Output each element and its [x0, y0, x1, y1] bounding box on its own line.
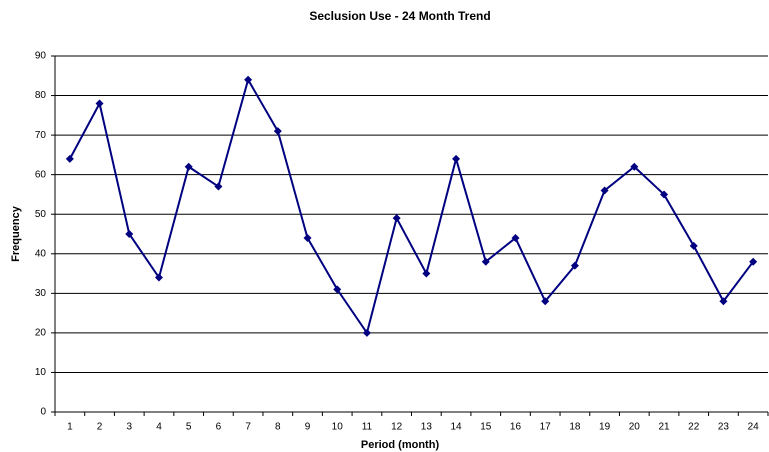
x-tick-label: 7	[245, 422, 251, 433]
marker	[570, 261, 579, 270]
y-tick-label: 60	[35, 169, 47, 180]
y-tick-label: 40	[35, 248, 47, 259]
x-tick-label: 10	[332, 422, 344, 433]
line	[68, 77, 754, 336]
marker	[65, 154, 74, 163]
marker	[125, 230, 134, 238]
marker	[689, 241, 698, 250]
x-axis-label: Period (month)	[361, 439, 440, 451]
x-tick-label: 15	[480, 422, 492, 433]
marker	[392, 214, 401, 223]
x-tick-label: 12	[391, 422, 403, 433]
x-tick-label: 19	[599, 422, 611, 433]
x-tick-label: 24	[748, 422, 760, 433]
y-tick-label: 70	[35, 130, 47, 141]
x-tick-label: 9	[305, 422, 311, 433]
marker	[273, 127, 282, 136]
x-tick-label: 17	[540, 422, 552, 433]
x-tick-label: 16	[510, 422, 522, 433]
y-tick-label: 90	[35, 51, 47, 62]
y-tick-label: 80	[35, 90, 47, 101]
marker	[95, 99, 104, 108]
chart-title: Seclusion Use - 24 Month Trend	[309, 9, 490, 23]
x-tick-label: 13	[421, 422, 433, 433]
y-tick-label: 0	[40, 407, 46, 418]
marker	[244, 75, 253, 84]
marker	[422, 269, 431, 278]
marker	[630, 162, 639, 171]
marker	[452, 154, 461, 163]
marker	[600, 186, 609, 195]
x-tick-label: 1	[67, 422, 73, 433]
x-tick-label: 5	[186, 422, 192, 433]
x-tick-label: 18	[569, 422, 581, 433]
y-tick-label: 30	[35, 288, 47, 299]
x-tick-label: 21	[658, 422, 670, 433]
y-tick-label: 50	[35, 209, 47, 220]
y-tick-label: 20	[35, 328, 47, 339]
marker	[214, 182, 223, 191]
y-axis-label: Frequency	[10, 205, 22, 262]
marker	[511, 233, 520, 242]
x-tick-label: 14	[451, 422, 463, 433]
x-tick-label: 8	[275, 422, 281, 433]
x-tick-label: 2	[97, 422, 103, 433]
x-tick-label: 4	[156, 422, 162, 433]
x-tick-label: 22	[688, 422, 700, 433]
x-tick-label: 6	[216, 422, 222, 433]
x-tick-label: 20	[629, 422, 641, 433]
y-tick-label: 10	[35, 367, 47, 378]
marker	[660, 190, 669, 199]
x-tick-label: 3	[126, 422, 132, 433]
marker	[154, 273, 163, 282]
marker	[362, 328, 371, 337]
x-tick-label: 23	[718, 422, 730, 433]
marker	[333, 285, 342, 294]
marker	[749, 257, 758, 266]
x-tick-label: 11	[362, 422, 373, 433]
marker	[541, 297, 550, 306]
marker	[481, 257, 490, 266]
marker	[184, 162, 193, 171]
marker	[303, 233, 312, 242]
marker	[719, 297, 728, 306]
